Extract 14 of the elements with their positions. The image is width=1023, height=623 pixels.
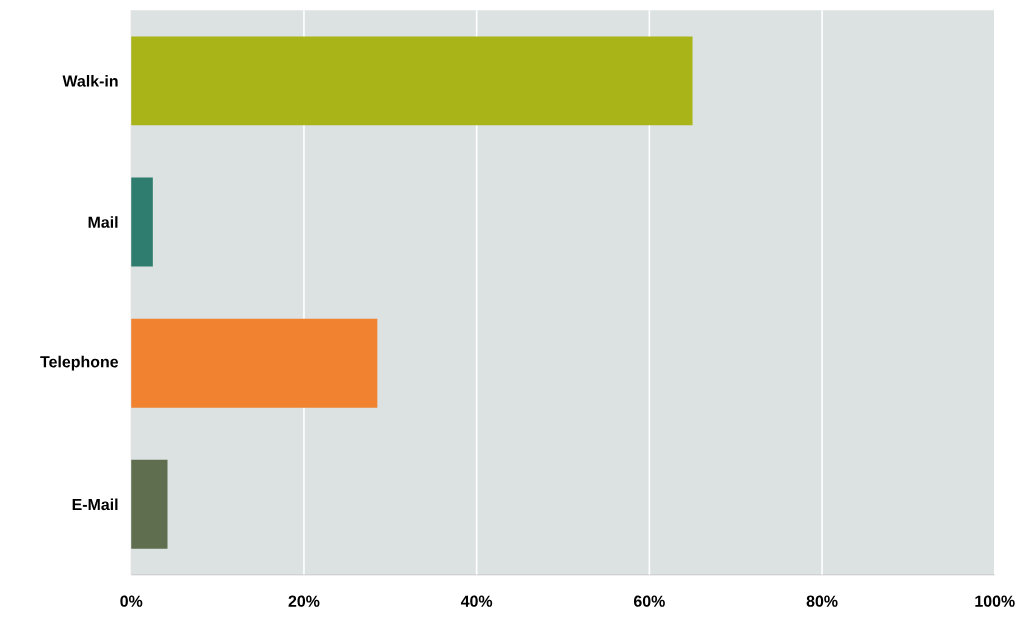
- x-tick-label: 40%: [460, 595, 493, 607]
- y-tick-label: E-Mail: [72, 498, 118, 511]
- y-tick-label: Telephone: [40, 355, 119, 371]
- x-tick-label: 0%: [120, 595, 143, 607]
- bar: [131, 177, 153, 267]
- bar: [131, 36, 693, 126]
- bar: [131, 459, 168, 549]
- x-tick-label: 60%: [633, 595, 665, 607]
- x-tick-label: 20%: [288, 595, 320, 607]
- x-tick-label: 80%: [806, 595, 838, 607]
- x-tick-label: 100%: [975, 595, 1015, 607]
- bar: [131, 318, 378, 408]
- y-tick-label: Walk-in: [62, 75, 118, 87]
- y-tick-label: Mail: [88, 216, 118, 228]
